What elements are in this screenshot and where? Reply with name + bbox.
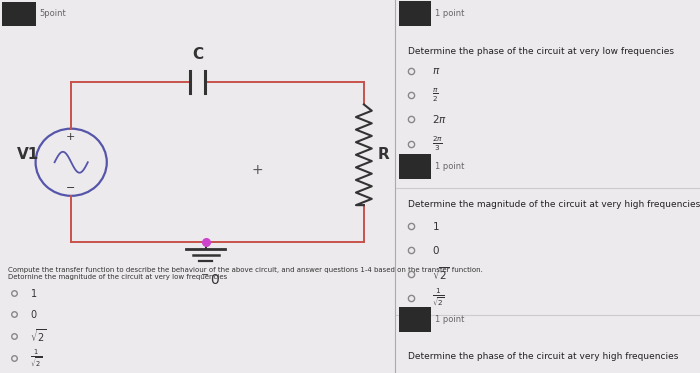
Text: $1$: $1$	[432, 220, 440, 232]
Text: V1: V1	[17, 147, 38, 162]
Text: $\frac{1}{\sqrt{2}}$: $\frac{1}{\sqrt{2}}$	[29, 347, 42, 369]
Text: $0$: $0$	[432, 244, 440, 256]
FancyBboxPatch shape	[2, 2, 36, 26]
Text: 1: 1	[15, 9, 22, 19]
FancyBboxPatch shape	[398, 307, 430, 332]
Text: Compute the transfer function to describe the behaviour of the above circuit, an: Compute the transfer function to describ…	[8, 267, 483, 280]
Text: 4: 4	[412, 314, 418, 324]
Text: 5point: 5point	[39, 9, 66, 18]
Text: −: −	[66, 183, 75, 192]
Text: $2\pi$: $2\pi$	[432, 113, 447, 125]
Text: +: +	[251, 163, 263, 177]
Text: Determine the magnitude of the circuit at very high frequencies: Determine the magnitude of the circuit a…	[407, 200, 700, 209]
Text: Determine the phase of the circuit at very high frequencies: Determine the phase of the circuit at ve…	[407, 352, 678, 361]
Text: 3: 3	[412, 162, 418, 171]
Text: $\sqrt{2}$: $\sqrt{2}$	[29, 328, 46, 344]
Text: 1 point: 1 point	[435, 315, 465, 324]
Text: $\frac{\pi}{2}$: $\frac{\pi}{2}$	[432, 87, 439, 104]
Text: C: C	[193, 47, 203, 62]
FancyBboxPatch shape	[398, 1, 430, 26]
Text: R: R	[378, 147, 389, 162]
Text: $\sqrt{2}$: $\sqrt{2}$	[432, 266, 449, 282]
Text: $\pi$: $\pi$	[432, 66, 440, 76]
Text: +: +	[66, 132, 75, 142]
Text: $1$: $1$	[29, 287, 37, 299]
Text: 1 point: 1 point	[435, 9, 465, 18]
FancyBboxPatch shape	[398, 154, 430, 179]
Text: $^-$0: $^-$0	[199, 273, 220, 288]
Text: 2: 2	[412, 9, 418, 18]
Text: $\pi$: $\pi$	[432, 372, 440, 373]
Text: 1 point: 1 point	[435, 162, 465, 171]
Text: $\frac{2\pi}{3}$: $\frac{2\pi}{3}$	[432, 134, 443, 153]
Text: $\frac{1}{\sqrt{2}}$: $\frac{1}{\sqrt{2}}$	[432, 287, 445, 310]
Text: Determine the phase of the circuit at very low frequencies: Determine the phase of the circuit at ve…	[407, 47, 673, 56]
Text: $0$: $0$	[29, 308, 37, 320]
